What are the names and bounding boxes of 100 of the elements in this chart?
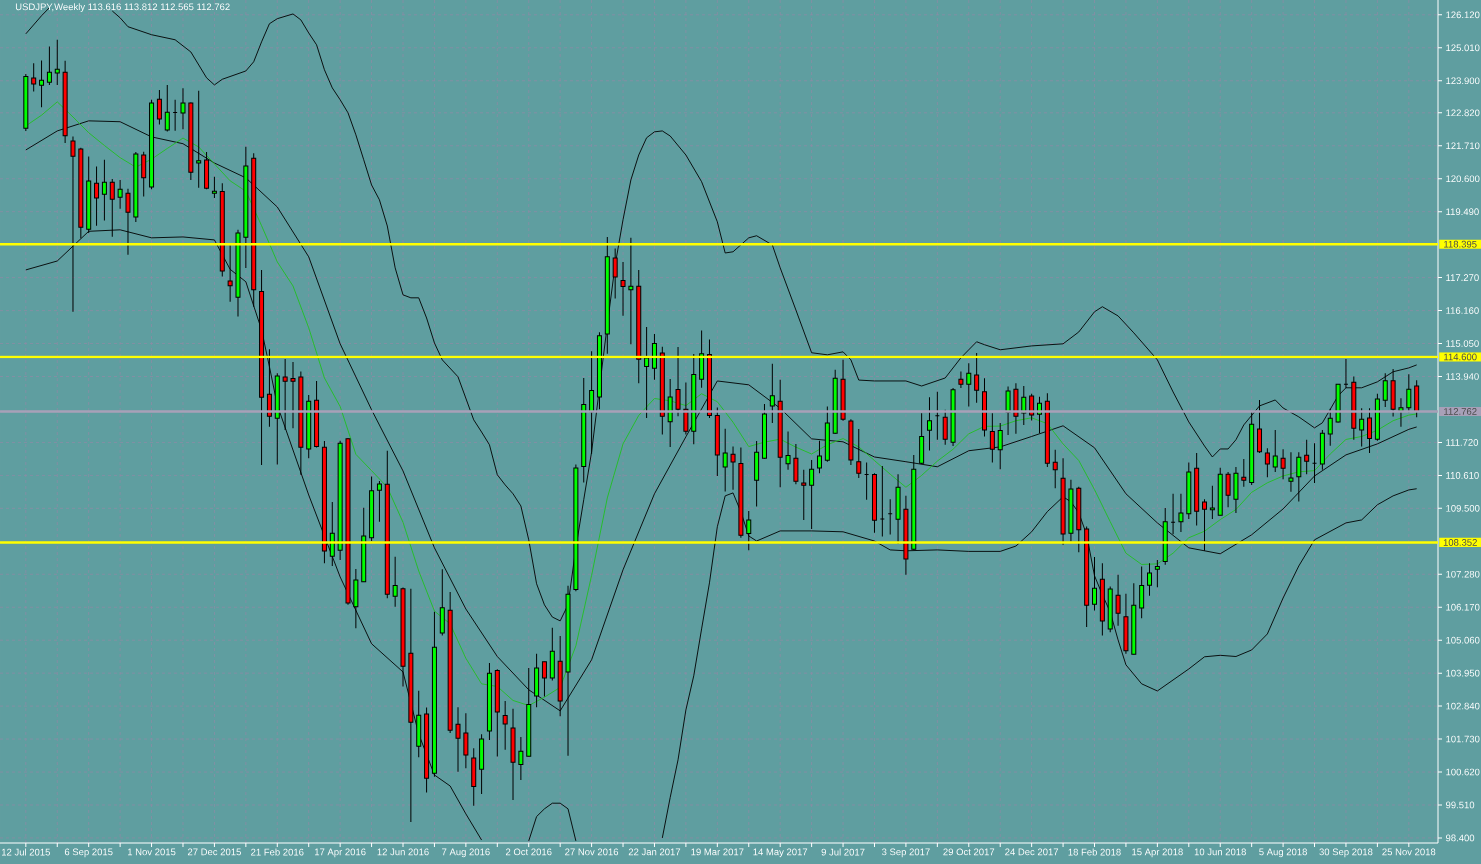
- candlestick: [722, 428, 728, 492]
- candlestick: [1154, 559, 1160, 588]
- candlestick: [997, 422, 1003, 470]
- candlestick: [94, 166, 100, 227]
- y-tick-label: 110.610: [1446, 472, 1479, 479]
- y-tick-label: 123.900: [1446, 77, 1480, 85]
- y-tick-label: 117.270: [1446, 274, 1479, 281]
- y-tick-label: 111.720: [1446, 439, 1479, 446]
- candlestick: [117, 179, 123, 210]
- candlestick: [39, 60, 45, 108]
- candlestick: [974, 352, 980, 404]
- candlestick: [290, 361, 296, 429]
- y-tick-label: 99.510: [1445, 801, 1475, 809]
- x-tick-label: 29 Oct 2017: [943, 848, 995, 856]
- candlestick: [620, 261, 626, 317]
- x-tick-label: 27 Nov 2016: [565, 848, 619, 856]
- candlestick: [730, 446, 736, 491]
- x-tick-label: 12 Jul 2015: [1, 848, 50, 856]
- candlestick: [31, 62, 37, 92]
- x-tick-label: 22 Jan 2017: [628, 848, 681, 856]
- candlestick: [1296, 451, 1302, 503]
- x-tick-label: 25 Nov 2018: [1382, 848, 1436, 856]
- y-tick-label: 122.820: [1446, 109, 1480, 117]
- candlestick: [1304, 439, 1310, 475]
- x-tick-label: 6 Sep 2015: [64, 848, 113, 858]
- x-tick-label: 27 Dec 2015: [187, 848, 241, 856]
- candlestick: [46, 46, 52, 86]
- candlestick: [156, 89, 162, 125]
- candlestick: [392, 556, 398, 608]
- candlestick: [966, 362, 972, 407]
- candlestick: [1288, 451, 1294, 493]
- candlestick: [1257, 399, 1263, 454]
- candlestick: [463, 712, 469, 769]
- y-tick-label: 105.060: [1446, 636, 1480, 644]
- x-tick-label: 14 May 2017: [753, 848, 808, 858]
- ref-line-label: 118.395: [1444, 240, 1477, 248]
- candlestick: [1209, 485, 1215, 520]
- x-tick-label: 30 Sep 2018: [1319, 848, 1373, 858]
- x-tick-label: 2 Oct 2016: [505, 848, 552, 856]
- candlestick: [1367, 407, 1373, 454]
- candlestick: [801, 469, 807, 521]
- candlestick: [227, 244, 233, 303]
- candlestick: [926, 396, 932, 451]
- candlestick: [1327, 408, 1333, 447]
- ref-line-label: 114.600: [1444, 353, 1477, 361]
- candlestick: [1280, 448, 1286, 480]
- ref-line-label: 112.762: [1444, 408, 1477, 415]
- x-tick-label: 10 Jun 2018: [1194, 848, 1246, 856]
- y-tick-label: 103.950: [1446, 669, 1480, 677]
- candlestick: [989, 412, 995, 464]
- candlestick: [541, 661, 547, 698]
- candlestick: [1225, 471, 1231, 508]
- x-tick-label: 5 Aug 2018: [1259, 848, 1307, 858]
- candlestick: [628, 237, 634, 345]
- candlestick: [589, 350, 595, 455]
- candlestick: [644, 326, 650, 419]
- candlestick: [455, 706, 461, 773]
- y-tick-label: 109.500: [1446, 504, 1480, 512]
- candlestick: [1406, 373, 1412, 413]
- candlestick: [518, 736, 524, 781]
- candlestick: [1139, 566, 1145, 619]
- candlestick: [1178, 493, 1184, 533]
- x-tick-label: 12 Jun 2016: [377, 848, 429, 856]
- y-tick-label: 113.940: [1446, 373, 1479, 380]
- y-tick-label: 120.600: [1446, 175, 1480, 183]
- candlestick: [785, 430, 791, 471]
- y-tick-label: 100.620: [1446, 768, 1480, 776]
- candlestick: [211, 176, 217, 199]
- x-tick-label: 24 Dec 2017: [1005, 848, 1059, 856]
- x-tick-label: 7 Aug 2016: [442, 848, 490, 858]
- y-tick-label: 125.010: [1446, 44, 1480, 52]
- x-tick-label: 21 Feb 2016: [251, 848, 304, 856]
- x-tick-label: 15 Apr 2018: [1132, 848, 1183, 858]
- candlestick: [101, 159, 107, 222]
- x-tick-label: 1 Nov 2015: [127, 848, 176, 856]
- candlestick: [376, 480, 382, 523]
- y-tick-label: 106.170: [1446, 603, 1480, 611]
- y-tick-label: 126.120: [1446, 11, 1480, 19]
- candlestick: [1382, 372, 1388, 408]
- x-tick-label: 18 Feb 2018: [1068, 848, 1121, 856]
- candlestick: [141, 151, 147, 198]
- candlestick: [675, 346, 681, 417]
- candlestick: [1092, 556, 1097, 611]
- candlestick: [879, 465, 885, 538]
- y-tick-label: 116.160: [1446, 307, 1479, 314]
- candlestick: [856, 428, 862, 479]
- x-tick-label: 19 Mar 2017: [691, 848, 744, 856]
- candlestick: [282, 358, 288, 431]
- candlestick: [1052, 449, 1058, 489]
- candlestick: [1005, 386, 1011, 436]
- candlestick: [180, 87, 186, 130]
- candlestick: [746, 510, 752, 551]
- x-tick-label: 9 Jul 2017: [821, 848, 865, 856]
- y-tick-label: 101.730: [1446, 735, 1480, 743]
- x-tick-label: 17 Apr 2016: [314, 848, 366, 858]
- candlestick: [793, 443, 799, 485]
- candlestick: [164, 84, 170, 133]
- candlestick: [502, 700, 508, 751]
- ref-line-label: 108.352: [1443, 539, 1477, 546]
- candlestick: [1359, 407, 1365, 448]
